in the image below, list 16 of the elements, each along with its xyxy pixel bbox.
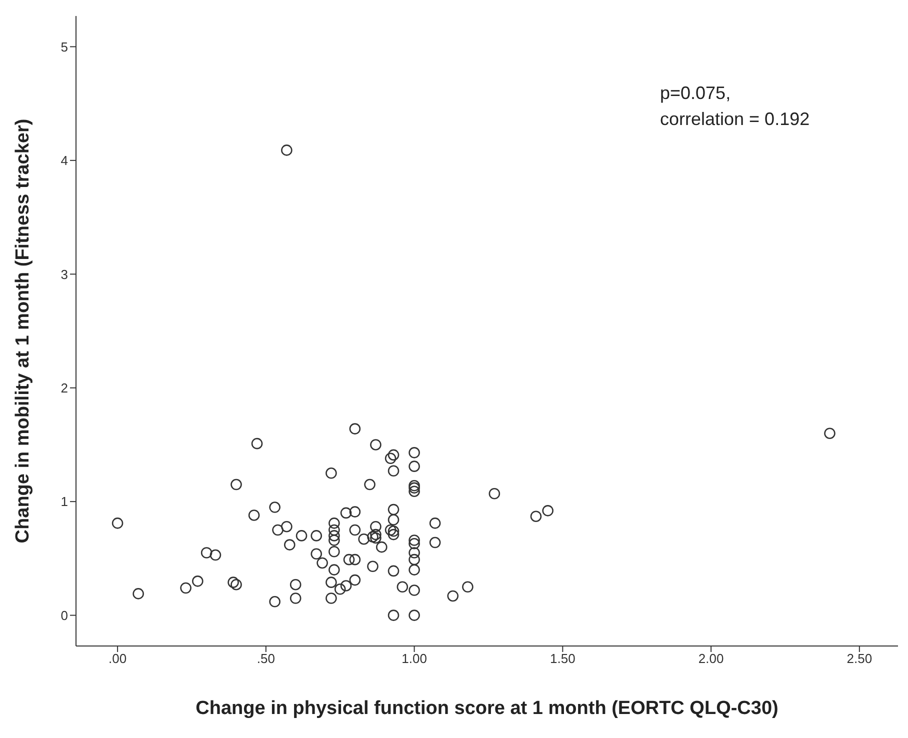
y-tick-label: 0: [60, 608, 68, 623]
annotation: p=0.075,: [660, 82, 732, 105]
x-tick-label: .50: [256, 651, 275, 666]
y-tick-label: 2: [60, 380, 68, 396]
x-tick-label: 2.50: [846, 651, 872, 666]
x-axis-title: Change in physical function score at 1 month (EORTC QLQ-C30): [196, 698, 778, 719]
y-tick-label: 3: [60, 266, 68, 282]
y-tick-label: 5: [60, 39, 68, 54]
y-tick-label: 4: [60, 153, 68, 168]
x-tick-label: 2.00: [698, 651, 724, 666]
y-axis-title: Change in mobility at 1 month (Fitness tracker): [12, 118, 34, 544]
annotation: correlation = 0.192: [660, 108, 810, 131]
y-tick-label: 1: [60, 494, 68, 510]
x-tick-label: .00: [108, 651, 127, 666]
x-tick-label: 1.50: [550, 651, 576, 666]
x-tick-label: 1.00: [402, 651, 427, 666]
